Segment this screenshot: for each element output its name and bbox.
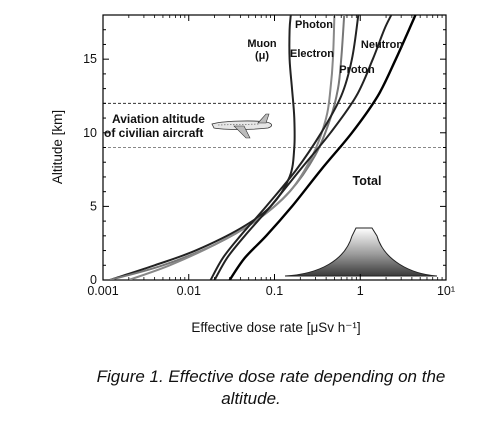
series-line-muon: [109, 15, 296, 280]
y-tick-label: 5: [90, 199, 97, 213]
axes: 0.001 0.01 0.1 1 10¹ 0 5 10 15: [83, 14, 455, 298]
airplane-icon: [211, 113, 272, 139]
x-tick-label: 0.1: [266, 284, 283, 298]
aviation-annotation-line1: Aviation altitude: [112, 112, 205, 126]
series-label-neutron: Neutron: [361, 39, 403, 51]
figure-caption: Figure 1. Effective dose rate depending …: [0, 366, 502, 410]
series-labels: Muon(μ) Photon Electron Proton Neutron Total: [247, 19, 403, 188]
aviation-annotation-line2: of civilian aircraft: [104, 126, 203, 140]
series-lines: [109, 15, 417, 280]
series-line-total: [228, 15, 417, 280]
x-axis-label: Effective dose rate [μSv h⁻¹]: [191, 320, 360, 335]
y-tick-label: 10: [83, 126, 97, 140]
series-line-electron: [128, 15, 336, 280]
x-tick-label: 0.01: [177, 284, 201, 298]
atmosphere-inset-shape: [284, 227, 438, 277]
x-tick-label: 0.001: [87, 284, 118, 298]
series-line-photon: [109, 15, 346, 280]
series-line-neutron: [213, 15, 393, 280]
y-tick-label: 0: [90, 273, 97, 287]
y-tick-label: 15: [83, 52, 97, 66]
series-label-photon: Photon: [295, 19, 333, 31]
series-label-total: Total: [353, 174, 382, 188]
y-axis-label: Altitude [km]: [50, 110, 65, 184]
dose-rate-chart: 0.001 0.01 0.1 1 10¹ 0 5 10 15 Muon(μ) Photon Elec…: [50, 14, 455, 335]
series-line-proton: [209, 15, 360, 280]
series-label-proton: Proton: [339, 64, 375, 76]
aviation-altitude-lines: [103, 102, 446, 148]
series-label-electron: Electron: [290, 48, 334, 60]
caption-line-1: Figure 1. Effective dose rate depending …: [96, 367, 446, 386]
series-label-muon: (μ): [255, 50, 269, 62]
x-tick-label: 10¹: [437, 284, 455, 298]
series-label-muon: Muon: [247, 38, 277, 50]
caption-line-2: altitude.: [221, 389, 281, 408]
x-tick-label: 1: [357, 284, 364, 298]
